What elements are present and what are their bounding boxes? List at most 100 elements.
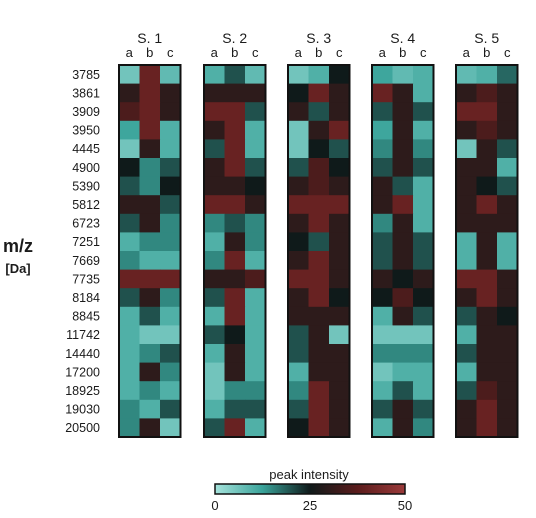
heatmap-cell (245, 399, 266, 419)
heatmap-cell (204, 418, 225, 438)
heatmap-cell (497, 213, 518, 233)
heatmap-cell (139, 288, 161, 308)
heatmap-cell (139, 325, 161, 345)
heatmap-cell (245, 232, 266, 252)
sample-panel: S. 1a b c (118, 30, 182, 438)
heatmap-cell (329, 325, 350, 345)
heatmap-cell (456, 213, 477, 233)
heatmap-cell (413, 344, 434, 363)
heatmap-cell (308, 102, 330, 122)
colorbar-tick-25: 25 (303, 498, 317, 513)
row-label: 11742 (66, 328, 100, 342)
row-label: 7669 (72, 254, 100, 268)
heatmap-cell (139, 102, 161, 122)
heatmap-cell (119, 120, 140, 140)
heatmap-cell (160, 195, 181, 215)
heatmap-cell (413, 120, 434, 140)
replicate-label: c (167, 45, 174, 60)
heatmap-cell (308, 325, 330, 345)
heatmap-cell (497, 120, 518, 140)
heatmap-cell (497, 325, 518, 345)
heatmap-cell (224, 120, 246, 140)
heatmap-cell (392, 418, 414, 438)
heatmap-cell (139, 176, 161, 196)
heatmap-cell (119, 399, 140, 419)
heatmap-cell (204, 232, 225, 252)
heatmap-cell (372, 306, 393, 326)
heatmap-cell (139, 344, 161, 363)
heatmap-cell (329, 288, 350, 308)
heatmap-cell (329, 176, 350, 196)
heatmap-cell (139, 251, 161, 270)
heatmap-cell (476, 65, 498, 84)
heatmap-cell (288, 381, 309, 401)
heatmap-cell (476, 418, 498, 438)
heatmap-cell (476, 306, 498, 326)
heatmap-cell (288, 158, 309, 177)
heatmap-cell (224, 83, 246, 103)
heatmap-cell (308, 158, 330, 177)
heatmap-cell (392, 139, 414, 159)
replicate-label: a (211, 45, 219, 60)
heatmap-cell (497, 176, 518, 196)
heatmap-cell (245, 102, 266, 122)
colorbar-label: peak intensity (269, 467, 349, 482)
heatmap-cell (245, 213, 266, 233)
replicate-label: b (315, 45, 322, 60)
heatmap-cell (245, 83, 266, 103)
heatmap-cell (456, 176, 477, 196)
heatmap-cell (413, 83, 434, 103)
heatmap-cell (372, 418, 393, 438)
heatmap-cell (476, 213, 498, 233)
heatmap-cell (245, 362, 266, 382)
heatmap-cell (372, 158, 393, 177)
heatmap-cell (476, 269, 498, 289)
heatmap-cell (224, 158, 246, 177)
heatmap-cell (329, 158, 350, 177)
heatmap-cell (456, 120, 477, 140)
heatmap-cell (372, 325, 393, 345)
heatmap-cell (245, 176, 266, 196)
heatmap-cell (204, 251, 225, 270)
heatmap-cell (308, 381, 330, 401)
heatmap-cell (476, 288, 498, 308)
heatmap-cell (139, 213, 161, 233)
row-label: 3861 (72, 86, 100, 100)
heatmap-cell (308, 83, 330, 103)
heatmap-cell (119, 381, 140, 401)
panel-border (371, 64, 435, 438)
heatmap-cell (308, 251, 330, 270)
heatmap-cell (224, 344, 246, 363)
heatmap-cell (497, 102, 518, 122)
heatmap-cell (204, 176, 225, 196)
row-label: 18925 (65, 384, 100, 398)
heatmap-cell (139, 139, 161, 159)
heatmap-cell (119, 269, 140, 289)
heatmap-cell (224, 65, 246, 84)
heatmap-cell (456, 325, 477, 345)
heatmap-cell (456, 418, 477, 438)
heatmap-cell (139, 306, 161, 326)
heatmap-cell (413, 381, 434, 401)
replicate-label: c (336, 45, 343, 60)
row-label: 7735 (72, 272, 100, 286)
heatmap-cell (329, 83, 350, 103)
heatmap-cell (413, 102, 434, 122)
heatmap-cell (288, 139, 309, 159)
heatmap-cell (224, 213, 246, 233)
heatmap-cell (329, 362, 350, 382)
heatmap-cell (413, 325, 434, 345)
sample-panel: S. 3a b c (287, 30, 351, 438)
row-label: 3950 (72, 124, 100, 138)
heatmap-cell (456, 269, 477, 289)
replicate-label: b (231, 45, 238, 60)
heatmap-cell (204, 83, 225, 103)
heatmap-cell (456, 65, 477, 84)
heatmap-cell (160, 251, 181, 270)
heatmap-cell (392, 176, 414, 196)
heatmap-cell (329, 65, 350, 84)
sample-label: S. 2 (222, 30, 247, 46)
heatmap-cell (413, 251, 434, 270)
heatmap-cell (204, 213, 225, 233)
heatmap-cell (204, 65, 225, 84)
